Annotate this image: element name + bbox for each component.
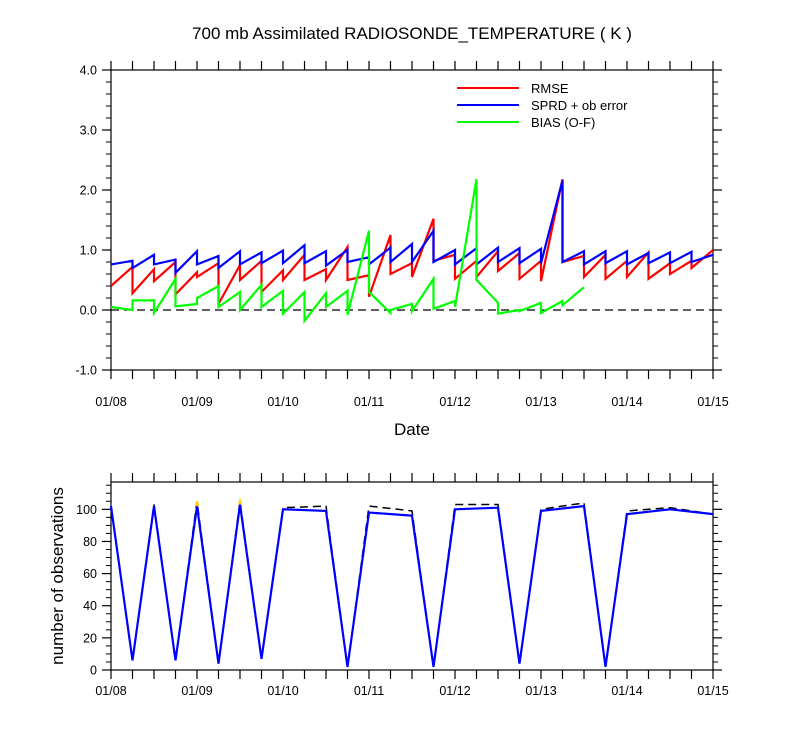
bottom-y-tick-label: 0 <box>90 664 97 678</box>
top-series-line-rmse <box>110 178 714 305</box>
bottom-series-line-possible <box>110 501 714 667</box>
bottom-x-tick-label: 01/10 <box>267 684 298 698</box>
bottom-y-tick-label: 20 <box>83 631 97 645</box>
top-x-tick-label: 01/08 <box>95 395 126 409</box>
top-x-tick-label: 01/15 <box>697 395 728 409</box>
top-x-tick-label: 01/10 <box>267 395 298 409</box>
legend-label-sprd-ob-error: SPRD + ob error <box>531 98 628 113</box>
top-x-tick-label: 01/14 <box>611 395 642 409</box>
bottom-series-line-used-highlight <box>195 501 199 507</box>
bottom-x-tick-label: 01/08 <box>95 684 126 698</box>
bottom-y-tick-label: 60 <box>83 567 97 581</box>
top-chart-xlabel: Date <box>394 420 430 439</box>
top-series-line-bias-o-f <box>110 179 585 325</box>
top-x-tick-label: 01/13 <box>525 395 556 409</box>
bottom-series-line-used-highlight <box>238 497 242 505</box>
top-x-tick-label: 01/11 <box>354 395 384 409</box>
top-y-tick-label: 4.0 <box>80 64 97 78</box>
bottom-x-tick-label: 01/15 <box>697 684 728 698</box>
top-x-tick-label: 01/12 <box>439 395 470 409</box>
bottom-x-tick-label: 01/13 <box>525 684 556 698</box>
bottom-chart-ylabel: number of observations <box>48 487 67 665</box>
bottom-x-tick-label: 01/12 <box>439 684 470 698</box>
top-y-tick-label: 3.0 <box>80 124 97 138</box>
top-x-tick-label: 01/09 <box>181 395 212 409</box>
top-plot-frame <box>110 69 714 371</box>
legend-label-rmse: RMSE <box>531 81 569 96</box>
bottom-y-tick-label: 80 <box>83 535 97 549</box>
top-y-tick-label: -1.0 <box>75 364 97 378</box>
bottom-y-tick-label: 100 <box>76 503 97 517</box>
legend-label-bias-o-f: BIAS (O-F) <box>531 115 595 130</box>
bottom-x-tick-label: 01/09 <box>181 684 212 698</box>
top-chart-title: 700 mb Assimilated RADIOSONDE_TEMPERATUR… <box>192 24 632 43</box>
bottom-x-tick-label: 01/11 <box>354 684 384 698</box>
bottom-series-line-used <box>109 504 714 667</box>
bottom-y-tick-label: 40 <box>83 599 97 613</box>
top-y-tick-label: 0.0 <box>80 304 97 318</box>
bottom-x-tick-label: 01/14 <box>611 684 642 698</box>
top-y-tick-label: 2.0 <box>80 184 97 198</box>
top-series-line-sprd-ob-error <box>110 180 714 276</box>
top-y-tick-label: 1.0 <box>80 244 97 258</box>
